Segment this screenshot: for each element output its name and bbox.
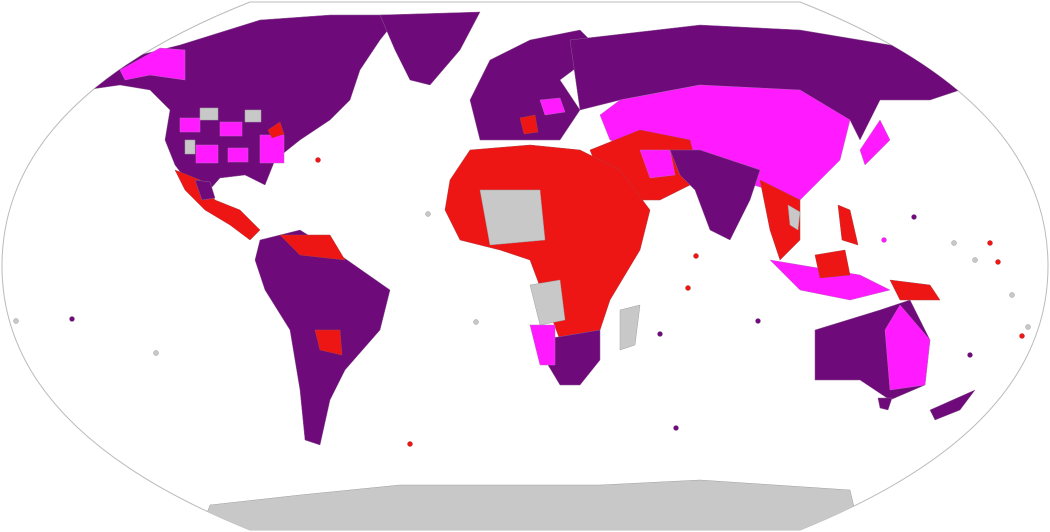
us-states — [219, 121, 243, 137]
island — [657, 331, 663, 337]
europe-regions — [519, 114, 539, 135]
island — [967, 352, 973, 358]
namibia — [529, 324, 556, 366]
island — [473, 319, 479, 325]
island — [673, 425, 679, 431]
borneo — [814, 249, 851, 279]
island — [315, 157, 321, 163]
antarctica — [199, 479, 861, 530]
island — [972, 257, 978, 263]
island — [13, 318, 19, 324]
us-states — [199, 107, 219, 121]
us-states — [267, 121, 285, 139]
iran — [639, 149, 676, 179]
africa-gray — [479, 189, 546, 246]
new-guinea — [889, 279, 941, 301]
island — [685, 285, 691, 291]
paraguay-bolivia — [314, 329, 343, 356]
island — [987, 240, 993, 246]
europe-regions — [539, 97, 566, 116]
us-states — [244, 109, 262, 123]
island — [407, 441, 413, 447]
island — [153, 350, 159, 356]
island — [69, 316, 75, 322]
island — [951, 240, 957, 246]
island — [1019, 333, 1025, 339]
philippines — [837, 204, 859, 246]
us-states — [227, 147, 249, 163]
us-states — [259, 134, 285, 164]
venezuela-guianas — [279, 234, 346, 261]
island — [425, 211, 431, 217]
island — [693, 253, 699, 259]
africa-gray — [529, 279, 566, 326]
new-zealand — [929, 389, 976, 421]
island — [881, 237, 887, 243]
us-states — [179, 117, 201, 133]
madagascar — [619, 304, 641, 351]
island — [911, 214, 917, 220]
island — [1009, 292, 1015, 298]
island — [995, 259, 1001, 265]
island — [755, 318, 761, 324]
europe — [469, 29, 601, 141]
mexico-states — [194, 179, 216, 201]
alaska — [119, 47, 186, 81]
island — [1025, 324, 1031, 330]
greenland — [379, 11, 481, 86]
japan — [859, 119, 891, 166]
us-states — [195, 144, 219, 164]
tasmania — [877, 397, 893, 411]
land — [13, 11, 1031, 530]
eastern-australia — [884, 304, 931, 391]
southeast-asia — [759, 179, 801, 261]
south-asia — [669, 149, 761, 241]
laos — [787, 204, 801, 231]
us-states — [184, 139, 196, 155]
